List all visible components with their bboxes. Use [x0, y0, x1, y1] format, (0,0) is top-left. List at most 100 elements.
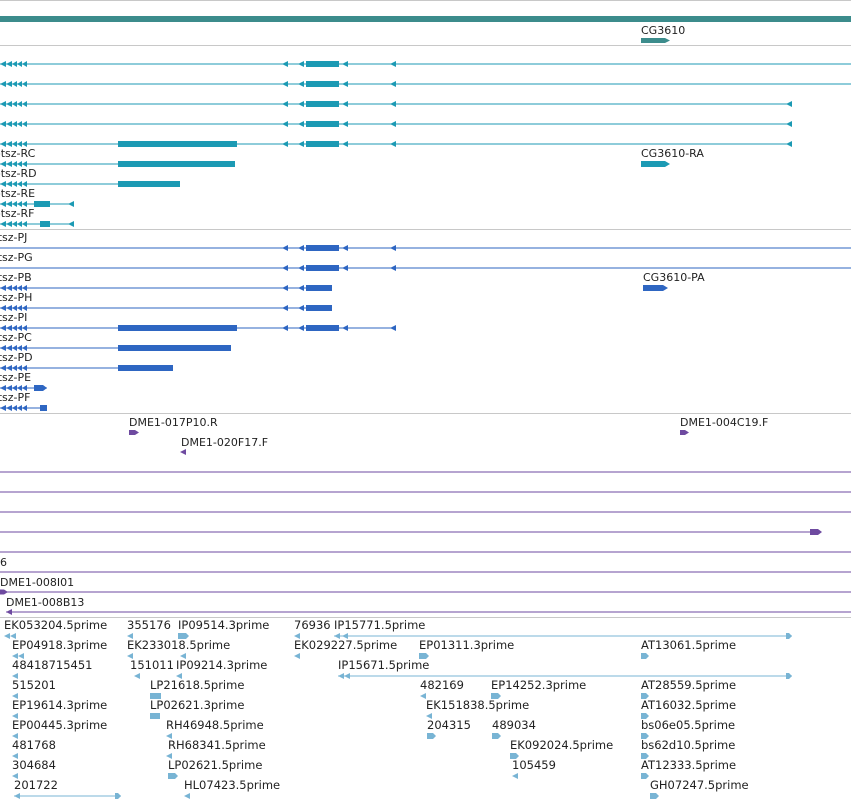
transcript-row[interactable]: [0, 405, 47, 411]
label-est: RH46948.5prime: [166, 718, 264, 732]
gene-track: CG3610: [0, 16, 851, 43]
label-dme1-020f17-f: DME1-020F17.F: [181, 436, 268, 449]
est-glyph[interactable]: [12, 673, 18, 679]
transcript-row[interactable]: [0, 221, 74, 227]
transcript-cg3610-ra[interactable]: [641, 161, 670, 167]
est-glyph[interactable]: [12, 733, 18, 739]
est-glyph[interactable]: [492, 733, 501, 739]
label-otsz-pb: otsz-PB: [0, 271, 32, 284]
label-dme1-017p10-r: DME1-017P10.R: [129, 416, 218, 429]
est-glyph[interactable]: [14, 793, 121, 799]
transcript-row[interactable]: [0, 61, 851, 67]
label-est: AT12333.5prime: [641, 758, 736, 772]
est-glyph[interactable]: [12, 713, 18, 719]
label-est: LP21618.5prime: [150, 678, 244, 692]
label-est: EP14252.3prime: [491, 678, 586, 692]
clone-line[interactable]: [6, 609, 851, 615]
label-est: AT16032.5prime: [641, 698, 736, 712]
transcript-row[interactable]: [0, 201, 74, 207]
label-clone-6: 6: [0, 556, 7, 569]
bac-end-dme1-004c19-f[interactable]: [680, 430, 689, 435]
label-est: RH68341.5prime: [168, 738, 266, 752]
est-glyph[interactable]: [12, 753, 18, 759]
label-est: 105459: [512, 758, 556, 772]
bac-end-labels: DME1-017P10.R DME1-020F17.F DME1-004C19.…: [129, 416, 768, 449]
transcript-row[interactable]: [0, 81, 851, 87]
est-glyph[interactable]: [491, 693, 501, 699]
label-otsz-rc: otsz-RC: [0, 147, 36, 160]
transcript-row[interactable]: [0, 365, 173, 371]
est-glyph[interactable]: [338, 673, 792, 679]
label-est: LP02621.3prime: [150, 698, 244, 712]
est-glyph[interactable]: [641, 753, 649, 759]
est-glyph[interactable]: [426, 713, 432, 719]
est-glyph[interactable]: [150, 693, 161, 699]
transcript-row[interactable]: [0, 181, 180, 187]
transcript-row[interactable]: [0, 305, 332, 311]
label-est: HL07423.5prime: [184, 778, 280, 792]
est-glyph[interactable]: [12, 773, 18, 779]
est-glyph[interactable]: [641, 773, 649, 779]
label-est: EP00445.3prime: [12, 718, 107, 732]
label-est: 151011: [130, 658, 174, 672]
clone-line[interactable]: [0, 589, 851, 595]
label-est: 304684: [12, 758, 56, 772]
label-est: EK151838.5prime: [426, 698, 529, 712]
transcript-row[interactable]: [0, 245, 851, 251]
est-glyph[interactable]: [4, 633, 16, 639]
clone-labels: 6 DME1-008I01 DME1-008B13: [0, 556, 84, 609]
est-glyph[interactable]: [650, 793, 659, 799]
transcript-row[interactable]: [0, 141, 792, 147]
transcript-row[interactable]: [0, 325, 396, 331]
gene-cg3610-glyph[interactable]: [641, 38, 670, 43]
est-glyph[interactable]: [127, 633, 133, 639]
est-glyph[interactable]: [510, 753, 519, 759]
est-glyph[interactable]: [184, 793, 190, 799]
est-glyph[interactable]: [127, 653, 133, 659]
label-est: bs06e05.5prime: [641, 718, 735, 732]
est-glyph[interactable]: [150, 713, 160, 719]
label-est: EK053204.5prime: [4, 618, 107, 632]
est-glyph[interactable]: [12, 693, 18, 699]
est-glyph[interactable]: [641, 713, 649, 719]
transcript-row[interactable]: [0, 101, 792, 107]
est-glyph[interactable]: [294, 633, 300, 639]
transcript-row[interactable]: [0, 345, 231, 351]
est-glyph[interactable]: [334, 633, 792, 639]
est-glyph[interactable]: [166, 733, 172, 739]
est-glyph[interactable]: [641, 733, 649, 739]
transcript-row[interactable]: [0, 265, 851, 271]
transcript-row[interactable]: [0, 285, 332, 291]
est-glyph[interactable]: [427, 733, 436, 739]
est-glyph[interactable]: [168, 773, 178, 779]
label-est: 515201: [12, 678, 56, 692]
bac-end-dme1-017p10-r[interactable]: [129, 430, 139, 435]
gene-span-bar[interactable]: [0, 16, 851, 22]
clone-line[interactable]: [0, 529, 822, 535]
est-glyph[interactable]: [178, 633, 189, 639]
est-glyph[interactable]: [176, 673, 182, 679]
est-glyph[interactable]: [419, 653, 429, 659]
transcript-cg3610-pa[interactable]: [643, 285, 668, 291]
transcript-row[interactable]: [0, 161, 235, 167]
est-glyph[interactable]: [641, 653, 649, 659]
label-est: EK092024.5prime: [510, 738, 613, 752]
gene-label-cg3610: CG3610: [641, 24, 685, 37]
est-glyph[interactable]: [512, 773, 518, 779]
est-glyph[interactable]: [12, 653, 24, 659]
transcript-row[interactable]: [0, 385, 47, 391]
est-glyph[interactable]: [166, 753, 172, 759]
label-est: EP01311.3prime: [419, 638, 514, 652]
bac-end-dme1-020f17-f[interactable]: [180, 449, 186, 455]
label-otsz-pe: otsz-PE: [0, 371, 31, 384]
est-glyph[interactable]: [641, 693, 649, 699]
label-otsz-pc: otsz-PC: [0, 331, 32, 344]
est-glyph[interactable]: [420, 693, 426, 699]
transcript-row[interactable]: [0, 121, 792, 127]
est-glyph[interactable]: [294, 653, 300, 659]
est-glyph[interactable]: [134, 673, 140, 679]
label-otsz-rd: otsz-RD: [0, 167, 37, 180]
est-glyph[interactable]: [180, 653, 186, 659]
label-cg3610-ra: CG3610-RA: [641, 147, 704, 160]
